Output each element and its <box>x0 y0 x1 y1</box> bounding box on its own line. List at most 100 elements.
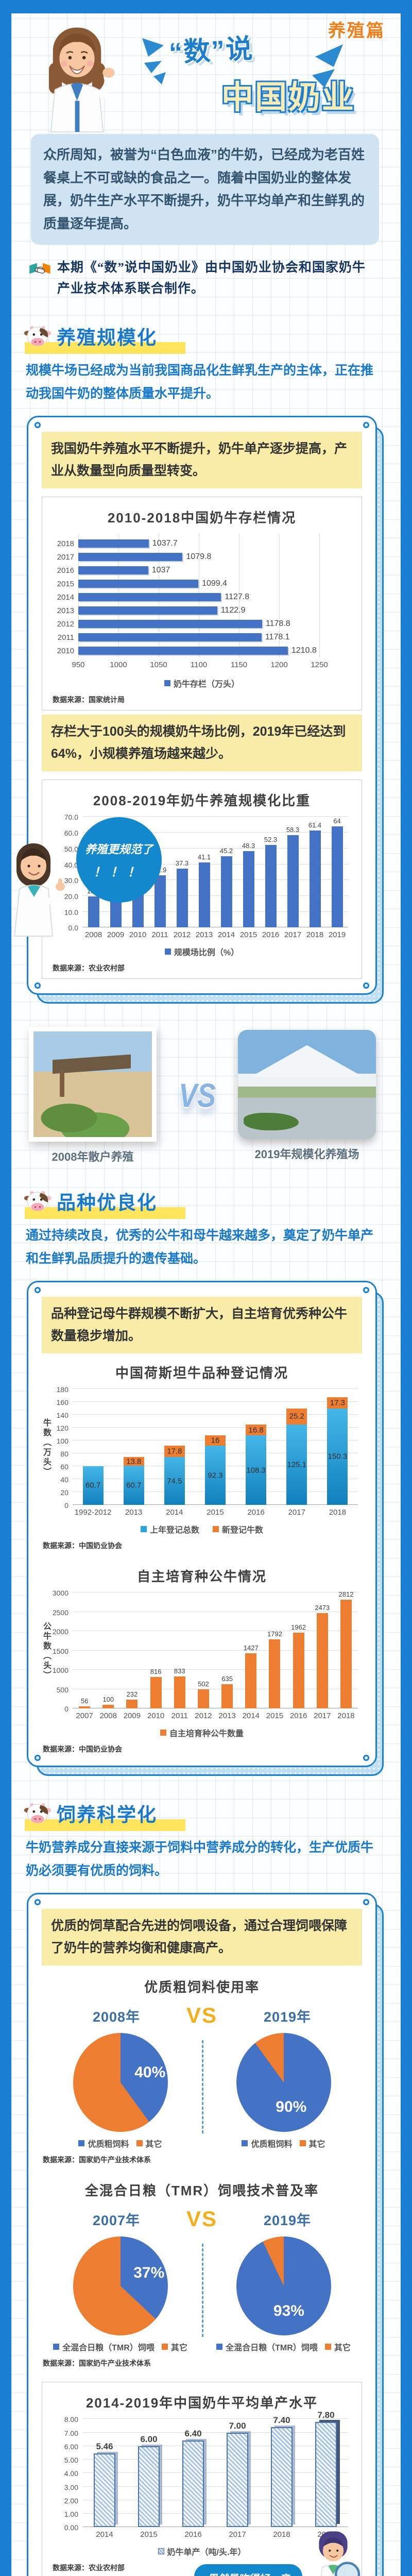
legend-item: 自主培育种公牛数量 <box>160 1726 244 1739</box>
card-scale: 我国奶牛养殖水平不断提升，奶牛单产逐步提高，产业从数量型向质量型转变。 2010… <box>13 416 384 1004</box>
grid-line <box>279 534 280 658</box>
category-text: 2016 <box>262 930 280 940</box>
bar <box>79 1706 91 1709</box>
chart-title: 2008-2019年奶牛养殖规模化比重 <box>93 793 311 809</box>
chart-title: 全混合日粮（TMR）饲喂技术普及率 <box>84 2183 319 2199</box>
note-feed-quality: 优质的饲草配合先进的饲喂设备，通过合理饲喂保障了奶牛的营养均衡和健康高产。 <box>42 1909 362 1966</box>
bar <box>78 647 288 655</box>
stacked-bar: 16.8 108.3 <box>246 1425 267 1505</box>
legend-label: 规模场比例（%） <box>174 948 239 958</box>
tick-label: 1100 <box>190 660 208 670</box>
category-text: 1992-2012 <box>74 1508 112 1517</box>
bar-segment: 60.7 <box>123 1466 144 1505</box>
note-registration: 品种登记母牛群规模不断扩大，自主培育优秀种公牛数量稳步增加。 <box>42 1297 362 1354</box>
annotation-text: ！！！ <box>93 865 145 879</box>
bar-row: 2017 1079.8 <box>57 550 319 564</box>
value-label: 60.7 <box>126 1481 142 1490</box>
category-text: 2014 <box>96 2530 113 2539</box>
pie-row: 40% 优质粗饲料 其它 90% 优质粗饲料 其它 <box>39 2033 365 2149</box>
category-label: 2017 <box>57 552 74 562</box>
bar-track: 1122.9 <box>78 604 319 617</box>
grid-line <box>82 879 348 880</box>
legend-label: 上年登记总数 <box>149 1526 199 1535</box>
value-label: 1122.9 <box>220 606 246 615</box>
category-label: 2016 <box>57 566 74 575</box>
category-label: 2015 <box>237 930 260 939</box>
category-label: 2009 <box>105 930 127 939</box>
category-label: 2013 <box>113 1508 154 1517</box>
value-label: 16.8 <box>248 1426 264 1434</box>
legend: 规模场比例（%） <box>48 945 355 958</box>
bar-segment: 92.3 <box>204 1445 226 1505</box>
bar-group: 1962 <box>287 1592 311 1709</box>
header: “数”说 中国奶业 养殖篇 <box>11 13 401 133</box>
plot-area: 2018 1037.7 2017 1079.8 2016 1037 2015 1099.4 20… <box>48 534 355 658</box>
annotation-bubble: 养殖更规范了 ！！！ <box>76 817 162 903</box>
category-label: 2014 <box>154 1508 195 1517</box>
tick-label: 950 <box>72 660 85 670</box>
legend: 全混合日粮（TMR）饲喂 其它 <box>216 2341 351 2353</box>
value-label: 64 <box>333 817 341 825</box>
category-text: 2016 <box>184 2530 202 2539</box>
vs-label: VS <box>186 2207 218 2231</box>
category-label: 1992-2012 <box>73 1508 113 1517</box>
grid-line <box>82 816 348 817</box>
chart-panel-inventory: 2010-2018中国奶牛存栏情况 2018 1037.7 2017 1079.8 201… <box>42 497 362 711</box>
top-border-bar <box>0 0 412 13</box>
category-label: 2011 <box>168 1711 192 1720</box>
tick-label: 1000 <box>52 1666 68 1675</box>
tick-label: 0.0 <box>68 924 78 933</box>
bar-group: 7.00 <box>215 2419 260 2528</box>
category-text: 2008 <box>99 1711 117 1721</box>
legend-item: 全混合日粮（TMR）饲喂 <box>216 2341 318 2353</box>
value-label: 1792 <box>267 1630 282 1638</box>
category-text: 2015 <box>140 2530 158 2539</box>
grid-line <box>73 1650 358 1651</box>
value-label: 1099.4 <box>202 579 227 588</box>
source-note: 数据来源：国家奶牛产业技术体系 <box>43 2156 151 2164</box>
category-text: 2010 <box>129 930 147 940</box>
plot-area: 牛数（万头） 0 20 40 60 80 100 120 140 160 180 60.7 13.8 60… <box>42 1385 358 1510</box>
section-1-title: 养殖规模化 <box>57 327 157 349</box>
legend-label: 其它 <box>308 2140 325 2149</box>
value-label: 52.3 <box>264 835 278 843</box>
legend-label: 全混合日粮（TMR）饲喂 <box>62 2344 154 2353</box>
value-label: 5.46 <box>96 2442 113 2452</box>
slice-label: 93% <box>273 2302 304 2320</box>
bar-row: 2014 1127.8 <box>57 590 319 604</box>
bar-row: 2011 1178.1 <box>58 631 319 644</box>
bar <box>316 1613 328 1709</box>
category-label: 2015 <box>263 1711 286 1720</box>
category-label: 2016 <box>287 1711 311 1720</box>
tick-label: 0 <box>64 1501 68 1510</box>
value-label: 150.3 <box>328 1452 348 1461</box>
bar-group: 25.2 125.1 <box>277 1389 317 1505</box>
bar-group: 13.8 60.7 <box>113 1389 154 1505</box>
photo-caption: 2008年散户养殖 <box>52 1150 134 1164</box>
value-label: 1178.1 <box>265 633 290 642</box>
bar <box>287 835 299 928</box>
chart-title: 2010-2018中国奶牛存栏情况 <box>107 510 297 526</box>
tick-label: 2.00 <box>64 2496 78 2505</box>
category-label: 2007 <box>73 1711 96 1720</box>
rivet-icon <box>35 1287 41 1294</box>
legend-swatch <box>161 2344 168 2350</box>
tick-label: 2000 <box>52 1628 68 1636</box>
bar-track: 1210.8 <box>78 644 319 657</box>
category-text: 2010 <box>147 1711 165 1721</box>
category-label: 2008 <box>96 1711 120 1720</box>
bar-group: 6.00 <box>127 2419 171 2528</box>
value-label: 1037.7 <box>152 539 178 548</box>
category-label: 2014 <box>57 592 74 602</box>
bar-segment: 16 <box>204 1435 226 1446</box>
bar <box>331 826 343 928</box>
category-label: 2013 <box>193 930 215 939</box>
bar <box>78 580 199 588</box>
bar-row: 2010 1210.8 <box>57 644 319 657</box>
value-label: 1427 <box>243 1644 259 1652</box>
tick-label: 70.0 <box>64 813 78 822</box>
slice-label: 37% <box>133 2264 165 2282</box>
cow-icon <box>24 1191 52 1211</box>
bar-segment: 125.1 <box>286 1424 307 1505</box>
category-label: 2018 <box>260 2530 304 2539</box>
